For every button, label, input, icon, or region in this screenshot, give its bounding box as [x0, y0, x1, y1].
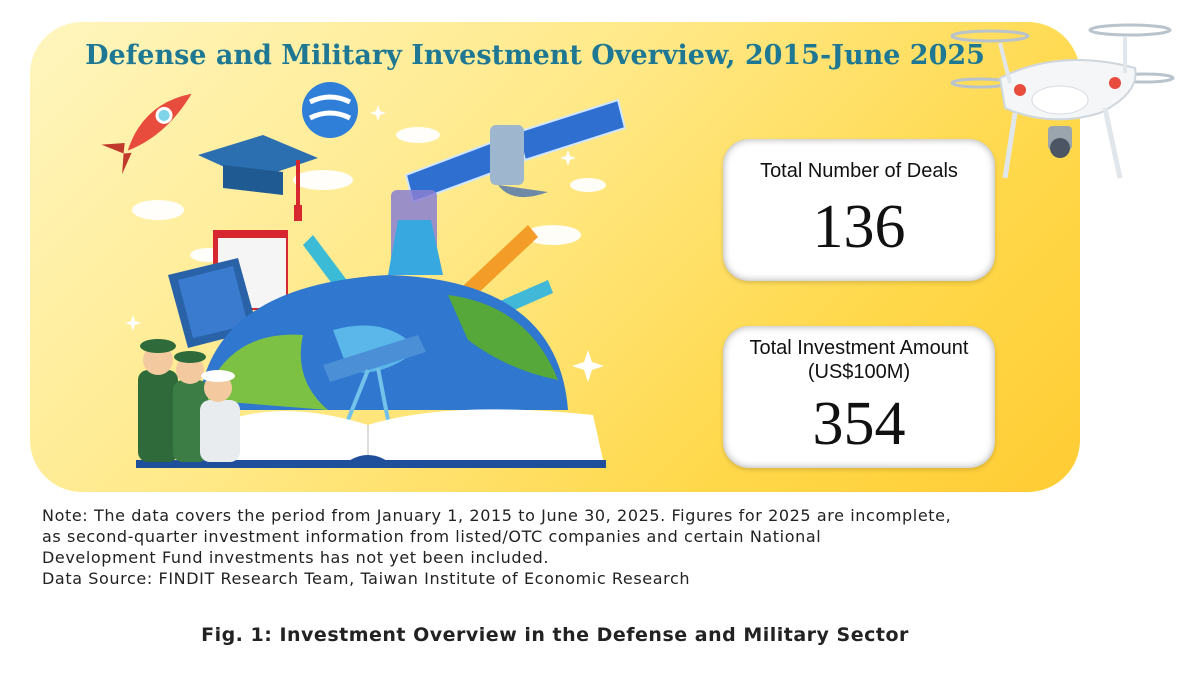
investment-label: Total Investment Amount — [749, 337, 969, 359]
open-book-icon — [136, 409, 606, 468]
flask-icon — [388, 190, 443, 275]
sparkle-icon — [125, 105, 604, 382]
planet-icon — [302, 82, 358, 138]
investment-unit: (US$100M) — [807, 361, 911, 383]
soldiers-icon — [138, 339, 240, 462]
drone-icon — [950, 23, 1175, 179]
figure-caption: Fig. 1: Investment Overview in the Defen… — [201, 624, 909, 646]
note-block: Note: The data covers the period from Ja… — [42, 505, 1142, 589]
note-line: as second-quarter investment information… — [42, 527, 822, 546]
deals-card: Total Number of Deals 136 — [723, 139, 995, 281]
deals-value: 136 — [812, 193, 906, 261]
graduation-cap-icon — [198, 135, 318, 221]
telescope-icon — [323, 335, 426, 421]
satellite-icon — [404, 98, 627, 204]
infographic-title: Defense and Military Investment Overview… — [85, 40, 985, 71]
data-source: Data Source: FINDIT Research Team, Taiwa… — [42, 569, 691, 588]
note-line: Note: The data covers the period from Ja… — [42, 506, 952, 525]
books-icon — [168, 230, 288, 348]
education-illustration — [101, 82, 627, 468]
investment-value: 354 — [812, 390, 906, 458]
rocket-icon — [101, 93, 192, 175]
globe-icon — [198, 275, 568, 410]
note-line: Development Fund investments has not yet… — [42, 548, 550, 567]
investment-card: Total Investment Amount (US$100M) 354 — [723, 326, 995, 468]
deals-label: Total Number of Deals — [760, 160, 958, 182]
